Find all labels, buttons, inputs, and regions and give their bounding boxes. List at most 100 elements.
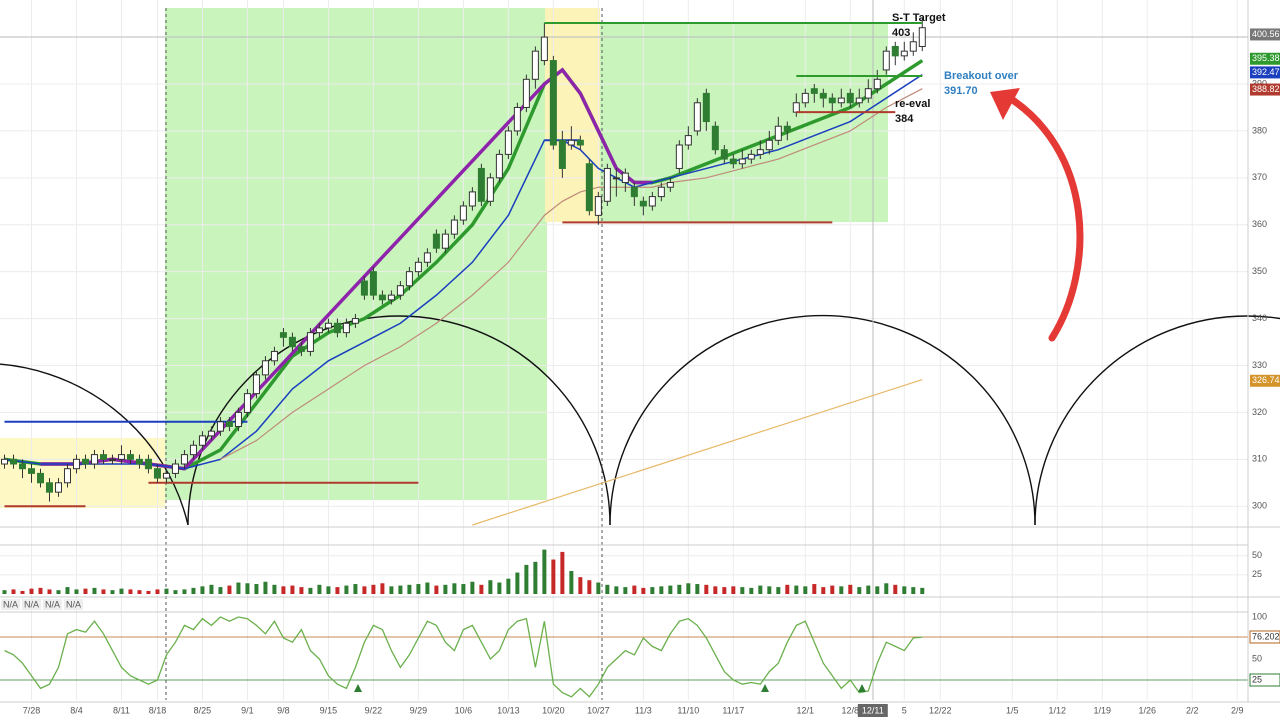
candle-body <box>810 88 818 94</box>
candle-body <box>765 139 773 151</box>
x-tick-label: 5 <box>902 705 907 715</box>
volume-bar <box>650 587 655 594</box>
volume-bar <box>614 586 619 594</box>
ref-tag-label: 25 <box>1252 674 1262 684</box>
arc <box>1034 315 1280 526</box>
volume-bar <box>29 588 34 594</box>
x-tick-label: 9/8 <box>277 705 290 715</box>
y-tick-label: 50 <box>1252 653 1262 663</box>
volume-bar <box>38 587 43 594</box>
volume-bar <box>146 590 151 594</box>
candle-body <box>387 294 395 301</box>
up-arrow <box>354 684 362 692</box>
volume-bar <box>740 587 745 594</box>
volume-bar <box>164 588 169 594</box>
candle-body <box>864 88 872 99</box>
y-tick-label: 320 <box>1252 407 1267 417</box>
x-tick-label: 9/29 <box>410 705 428 715</box>
candle-body <box>36 472 44 484</box>
price-tag <box>1250 83 1280 96</box>
candle-body <box>828 97 836 104</box>
volume-bar <box>380 583 385 594</box>
volume-bar <box>83 588 88 594</box>
candle-body <box>486 177 494 202</box>
annotation-label: Breakout over <box>944 70 1019 82</box>
candle-body <box>351 318 359 324</box>
plot: 7/28 8/4 8/11 8/18 8/25 9/1 9/8 9/15 9/22 9/29 10/… <box>0 12 1280 717</box>
volume-bar <box>209 584 214 594</box>
volume-bar <box>785 584 790 594</box>
x-tick-label: 9/15 <box>320 705 338 715</box>
x-tick-label: 11/3 <box>635 705 652 715</box>
y-tick-label: 50 <box>1252 550 1262 560</box>
candle-body <box>684 135 692 146</box>
candle-body <box>189 444 197 456</box>
price-tag <box>1250 28 1280 41</box>
volume-bar <box>281 586 286 594</box>
candle-body <box>333 322 341 334</box>
candle-body <box>117 454 125 460</box>
candle-body <box>360 280 368 296</box>
moving-average <box>472 378 923 526</box>
y-tick-label: 100 <box>1252 611 1267 621</box>
candle-body <box>738 158 746 165</box>
candle-body <box>432 233 440 249</box>
candle-body <box>459 205 467 221</box>
candle-body <box>108 458 116 461</box>
na-box <box>43 599 62 610</box>
candle-body <box>18 463 26 470</box>
volume-bar <box>389 586 394 594</box>
volume-bar <box>326 586 331 594</box>
candle-body <box>369 271 377 296</box>
candle-body <box>135 458 143 465</box>
price-tag-label: 395.38 <box>1252 53 1280 63</box>
candle-body <box>774 125 782 141</box>
volume-bar <box>506 578 511 594</box>
candle-body <box>324 322 332 329</box>
candle-body <box>198 435 206 446</box>
candle-body <box>99 454 107 460</box>
price-tag-label: 326.74 <box>1252 375 1280 385</box>
price-tag <box>1250 66 1280 79</box>
candle-body <box>261 360 269 376</box>
volume-bar <box>263 581 268 594</box>
volume-bar <box>65 587 70 594</box>
volume-bar <box>47 589 52 594</box>
candle-body <box>666 182 674 188</box>
candle-body <box>567 139 575 146</box>
volume-bar <box>713 586 718 594</box>
volume-bar <box>533 561 538 594</box>
volume-bar <box>893 584 898 594</box>
ref-tag-label: 76.202 <box>1252 631 1280 641</box>
volume-bar <box>812 584 817 594</box>
x-tick-label: 12/1 <box>797 705 815 715</box>
candle-body <box>288 336 296 348</box>
candle-body <box>126 454 134 460</box>
volume-bar <box>443 584 448 594</box>
volume-bar <box>677 584 682 594</box>
volume-bar <box>407 584 412 594</box>
candle-body <box>504 130 512 155</box>
volume-bar <box>857 587 862 594</box>
candle-body <box>144 458 152 470</box>
volume-bar <box>56 590 61 594</box>
volume-bar <box>884 583 889 594</box>
volume-bar <box>398 585 403 594</box>
volume-bar <box>290 585 295 594</box>
volume-bar <box>839 586 844 594</box>
volume-bar <box>371 584 376 594</box>
red-arrowhead <box>990 88 1020 120</box>
candle-body <box>531 50 539 80</box>
y-tick-label: 300 <box>1252 501 1267 511</box>
volume-bar <box>155 589 160 594</box>
x-tick-label: 10/27 <box>587 705 610 715</box>
volume-bar <box>767 586 772 594</box>
volume-bar <box>866 585 871 594</box>
up-arrow <box>858 684 866 692</box>
na-box <box>64 599 83 610</box>
candle-body <box>90 454 98 465</box>
x-tick-label: 10/20 <box>542 705 565 715</box>
ref-tag <box>1249 673 1280 687</box>
volume-bar <box>344 585 349 594</box>
